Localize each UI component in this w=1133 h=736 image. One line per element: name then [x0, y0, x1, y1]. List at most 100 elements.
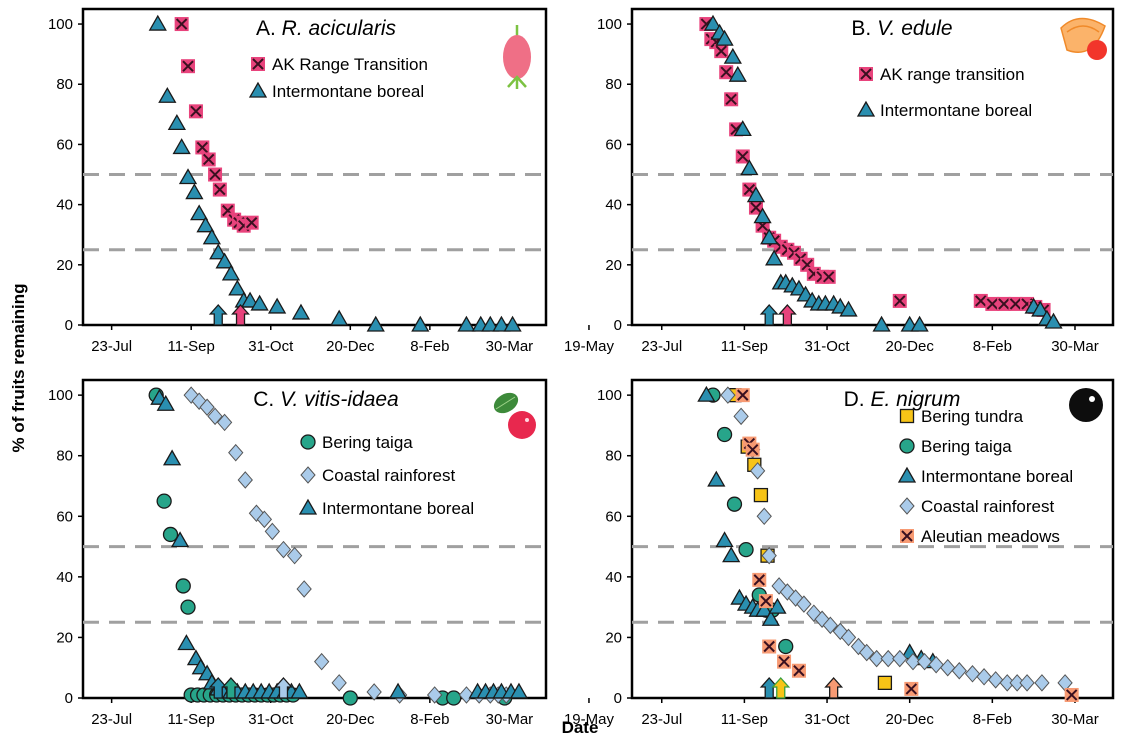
x-tick-label: 8-Feb — [410, 338, 449, 355]
data-point — [778, 638, 794, 655]
y-tick-label: 40 — [605, 197, 622, 214]
data-point — [892, 649, 908, 668]
legend-label: AK range transition — [880, 65, 1025, 84]
data-point — [951, 661, 967, 680]
data-point — [170, 531, 190, 548]
data-point — [777, 654, 792, 669]
data-point — [221, 264, 241, 281]
data-point — [964, 665, 981, 683]
data-point — [172, 138, 191, 155]
x-tick-label: 31-Oct — [248, 338, 294, 355]
y-tick-label: 60 — [605, 508, 622, 525]
panel-B: 0 20 40 60 80 100 23-Jul 11-Sep 31-Oct 20-Dec 8-Fe… — [597, 7, 1133, 355]
y-tick-label: 20 — [56, 257, 73, 274]
data-point — [148, 14, 167, 31]
data-point — [296, 580, 312, 598]
x-tick-label: 11-Sep — [168, 711, 215, 728]
x-tick-label: 20-Dec — [886, 338, 935, 355]
data-point — [156, 394, 175, 411]
y-tick-label: 0 — [65, 690, 73, 707]
data-point — [720, 386, 736, 404]
legend-label: Coastal rainforest — [322, 466, 456, 485]
data-point — [240, 291, 260, 308]
data-point — [892, 293, 907, 308]
data-point — [174, 17, 189, 32]
data-point — [366, 315, 385, 332]
x-tick-label: 31-Oct — [805, 338, 851, 355]
x-tick-label: 11-Sep — [721, 338, 768, 355]
data-point — [202, 228, 221, 245]
plot-frame — [630, 378, 1115, 700]
data-point — [976, 668, 992, 686]
legend-label: Intermontane boreal — [322, 499, 474, 518]
data-point — [738, 541, 754, 558]
data-point — [291, 303, 311, 320]
data-point — [1019, 674, 1035, 692]
x-tick-label: 20-Dec — [326, 338, 375, 355]
data-point — [733, 120, 752, 137]
legend-marker — [899, 408, 915, 424]
data-point — [822, 616, 839, 635]
x-tick-label: 8-Feb — [410, 711, 449, 728]
data-point — [162, 449, 182, 466]
data-point — [208, 167, 223, 182]
data-point — [928, 655, 944, 674]
panel-title: A. R. acicularis — [256, 17, 397, 40]
x-tick-label: 19-May — [564, 711, 615, 728]
x-tick-label: 11-Sep — [721, 711, 768, 728]
legend-marker — [899, 497, 915, 515]
rosehip-icon — [503, 25, 531, 89]
data-point — [167, 114, 186, 131]
legend-label: Bering taiga — [921, 437, 1012, 456]
y-axis-label: % of fruits remaining — [9, 283, 28, 452]
legend-label: Intermontane boreal — [880, 101, 1032, 120]
data-point — [761, 609, 780, 626]
y-tick-label: 60 — [56, 508, 73, 525]
x-axis-label: Date — [562, 718, 599, 736]
x-tick-label: 30-Mar — [486, 338, 534, 355]
data-point — [762, 639, 777, 654]
y-tick-label: 80 — [605, 76, 622, 93]
data-point — [264, 522, 281, 541]
series-coastal-rainforest — [720, 386, 1073, 692]
lingonberry-icon — [493, 392, 536, 439]
data-point — [748, 200, 763, 215]
y-tick-label: 60 — [605, 136, 622, 153]
plot-frame — [630, 7, 1115, 327]
data-point — [199, 398, 215, 417]
data-point — [209, 243, 228, 260]
data-point — [839, 300, 858, 317]
data-point — [196, 216, 215, 233]
legend-marker — [899, 438, 915, 454]
data-point — [178, 168, 198, 185]
data-point — [755, 600, 774, 617]
legend-marker — [900, 529, 914, 543]
data-point — [761, 546, 777, 565]
data-point — [185, 183, 204, 200]
legend-label: Intermontane boreal — [272, 82, 424, 101]
legend-marker — [248, 81, 268, 98]
x-tick-label: 23-Jul — [641, 338, 682, 355]
data-point — [458, 686, 475, 704]
data-point — [753, 487, 769, 503]
data-point — [716, 426, 733, 443]
x-tick-label: 23-Jul — [641, 711, 682, 728]
data-point — [872, 315, 891, 332]
data-point — [1034, 674, 1050, 692]
plot-frame — [81, 7, 548, 327]
data-point — [987, 671, 1004, 689]
data-point — [492, 315, 511, 332]
data-point — [752, 572, 767, 587]
data-point — [216, 413, 233, 432]
series-intermontane-boreal — [697, 385, 942, 669]
y-tick-label: 0 — [614, 317, 622, 334]
data-point — [877, 675, 893, 691]
y-tick-label: 20 — [605, 257, 622, 274]
ripening-arrow — [777, 304, 797, 326]
data-point — [697, 385, 716, 402]
panel-A: 0 20 40 60 80 100 23-Jul 11-Sep 31-Oct 20-Dec 8-Fe… — [48, 7, 614, 355]
data-point — [910, 315, 929, 332]
data-point — [256, 510, 273, 529]
ripening-arrow — [221, 677, 241, 699]
